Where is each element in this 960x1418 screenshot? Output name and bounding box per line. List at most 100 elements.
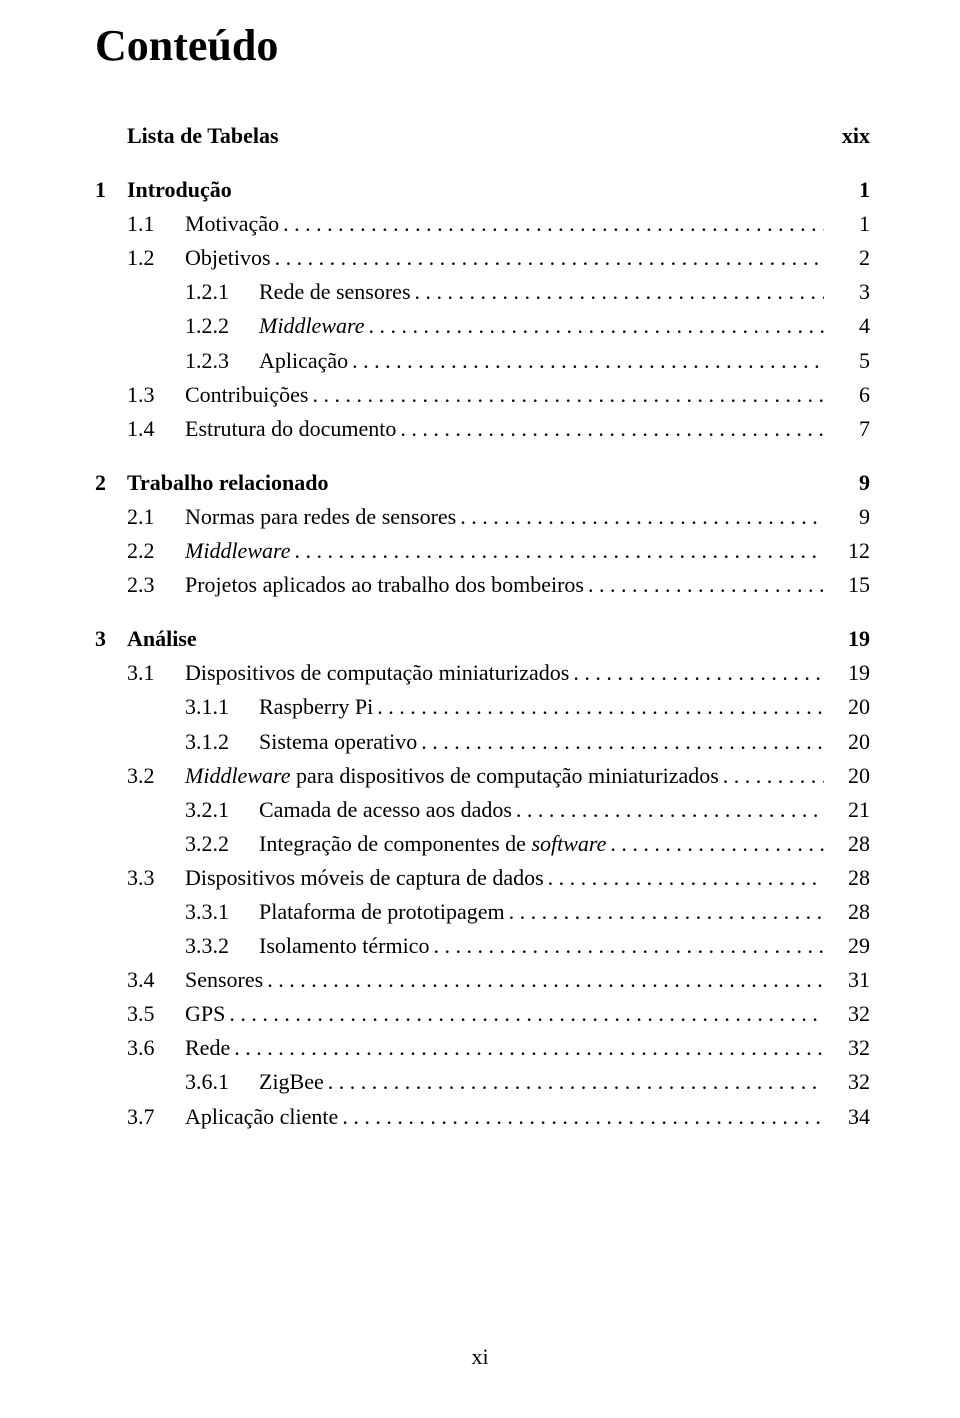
toc-entry-number: 1.1 — [127, 207, 185, 241]
toc-entry-number: 2.3 — [127, 568, 185, 602]
toc-entry-number: 2 — [95, 466, 127, 500]
toc-entry: 1.4Estrutura do documento7 — [95, 412, 870, 446]
toc-entry-page: 9 — [830, 500, 870, 534]
table-of-contents: Lista de Tabelasxix1Introdução11.1Motiva… — [95, 119, 870, 1134]
toc-leaders — [723, 759, 824, 793]
toc-entry-label: Isolamento térmico — [259, 929, 429, 963]
toc-entry: 2.3Projetos aplicados ao trabalho dos bo… — [95, 568, 870, 602]
toc-entry: 3.2.2Integração de componentes de softwa… — [95, 827, 870, 861]
toc-leaders — [312, 378, 824, 412]
toc-leaders — [573, 656, 824, 690]
toc-entry: 3Análise 19 — [95, 622, 870, 656]
toc-leaders — [283, 207, 824, 241]
toc-entry-label: Rede de sensores — [259, 275, 411, 309]
toc-entry-page: 15 — [830, 568, 870, 602]
toc-entry-page: 32 — [830, 1065, 870, 1099]
toc-entry-label: Objetivos — [185, 241, 271, 275]
toc-entry: 3.2Middleware para dispositivos de compu… — [95, 759, 870, 793]
toc-entry: 1.2Objetivos2 — [95, 241, 870, 275]
toc-entry: 3.3Dispositivos móveis de captura de dad… — [95, 861, 870, 895]
toc-entry-page: 7 — [830, 412, 870, 446]
toc-entry: 2.1Normas para redes de sensores 9 — [95, 500, 870, 534]
toc-leaders — [588, 568, 824, 602]
toc-entry-label: Rede — [185, 1031, 230, 1065]
toc-entry-page: 1 — [830, 173, 870, 207]
toc-entry-label: Normas para redes de sensores — [185, 500, 456, 534]
toc-entry-number: 2.1 — [127, 500, 185, 534]
toc-leaders — [433, 929, 824, 963]
toc-entry-page: 6 — [830, 378, 870, 412]
toc-entry-label: Camada de acesso aos dados — [259, 793, 512, 827]
toc-entry-number: 3 — [95, 622, 127, 656]
toc-entry: 3.1Dispositivos de computação miniaturiz… — [95, 656, 870, 690]
toc-leaders — [377, 690, 824, 724]
toc-entry: 3.3.1Plataforma de prototipagem 28 — [95, 895, 870, 929]
toc-entry-page: 19 — [830, 622, 870, 656]
toc-entry: 3.2.1Camada de acesso aos dados21 — [95, 793, 870, 827]
toc-entry: 3.1.1Raspberry Pi20 — [95, 690, 870, 724]
toc-entry-page: 21 — [830, 793, 870, 827]
toc-entry-page: 4 — [830, 309, 870, 343]
toc-entry-page: 3 — [830, 275, 870, 309]
toc-entry: 3.7Aplicação cliente34 — [95, 1100, 870, 1134]
toc-entry-page: 28 — [830, 827, 870, 861]
toc-leaders — [421, 725, 824, 759]
toc-entry-number: 1 — [95, 173, 127, 207]
toc-entry-page: 19 — [830, 656, 870, 690]
toc-entry-page: 28 — [830, 895, 870, 929]
toc-entry-label: Estrutura do documento — [185, 412, 396, 446]
toc-leaders — [369, 309, 825, 343]
toc-entry-page: 28 — [830, 861, 870, 895]
toc-entry-page: 5 — [830, 344, 870, 378]
toc-entry-label: Plataforma de prototipagem — [259, 895, 505, 929]
toc-entry-number: 1.2.1 — [185, 275, 259, 309]
toc-entry: 1.2.2Middleware 4 — [95, 309, 870, 343]
toc-leaders — [610, 827, 824, 861]
toc-entry-page: 9 — [830, 466, 870, 500]
toc-entry: 1Introdução1 — [95, 173, 870, 207]
toc-entry: 2.2Middleware 12 — [95, 534, 870, 568]
toc-entry-number: 3.6 — [127, 1031, 185, 1065]
toc-entry-number: 3.3.2 — [185, 929, 259, 963]
toc-entry: 3.4Sensores31 — [95, 963, 870, 997]
toc-entry-page: 2 — [830, 241, 870, 275]
toc-entry: 3.5GPS32 — [95, 997, 870, 1031]
toc-entry-label: Integração de componentes de software — [259, 827, 606, 861]
toc-entry-page: 20 — [830, 725, 870, 759]
toc-leaders — [400, 412, 824, 446]
toc-entry-number: 2.2 — [127, 534, 185, 568]
toc-entry-number: 1.2.2 — [185, 309, 259, 343]
toc-entry-label: Dispositivos de computação miniaturizado… — [185, 656, 569, 690]
toc-entry-label: Middleware — [259, 309, 365, 343]
toc-entry-number: 3.1 — [127, 656, 185, 690]
toc-entry-label: Aplicação — [259, 344, 348, 378]
toc-leaders — [342, 1100, 824, 1134]
toc-entry-label: Análise — [127, 622, 197, 656]
toc-entry-page: xix — [830, 119, 870, 153]
toc-entry-page: 20 — [830, 759, 870, 793]
toc-entry-number: 3.5 — [127, 997, 185, 1031]
toc-entry-label: Middleware — [185, 534, 291, 568]
toc-entry-number: 3.3.1 — [185, 895, 259, 929]
toc-entry-label: Dispositivos móveis de captura de dados — [185, 861, 544, 895]
toc-entry: 1.2.3Aplicação5 — [95, 344, 870, 378]
toc-entry-page: 12 — [830, 534, 870, 568]
toc-entry-label: Sensores — [185, 963, 263, 997]
toc-entry: 3.6Rede32 — [95, 1031, 870, 1065]
toc-entry-number: 3.2 — [127, 759, 185, 793]
toc-leaders — [328, 1065, 824, 1099]
toc-leaders — [275, 241, 824, 275]
toc-entry-number: 1.3 — [127, 378, 185, 412]
toc-leaders — [516, 793, 824, 827]
toc-entry-label: Projetos aplicados ao trabalho dos bombe… — [185, 568, 584, 602]
toc-entry-label: ZigBee — [259, 1065, 324, 1099]
toc-entry-label: Motivação — [185, 207, 279, 241]
page-footer: xi — [0, 1344, 960, 1370]
toc-leaders — [267, 963, 824, 997]
toc-leaders — [415, 275, 824, 309]
toc-entry-number: 3.2.2 — [185, 827, 259, 861]
toc-entry: 1.3Contribuições6 — [95, 378, 870, 412]
toc-entry: 3.3.2Isolamento térmico29 — [95, 929, 870, 963]
toc-entry-page: 32 — [830, 997, 870, 1031]
toc-entry-number: 3.4 — [127, 963, 185, 997]
